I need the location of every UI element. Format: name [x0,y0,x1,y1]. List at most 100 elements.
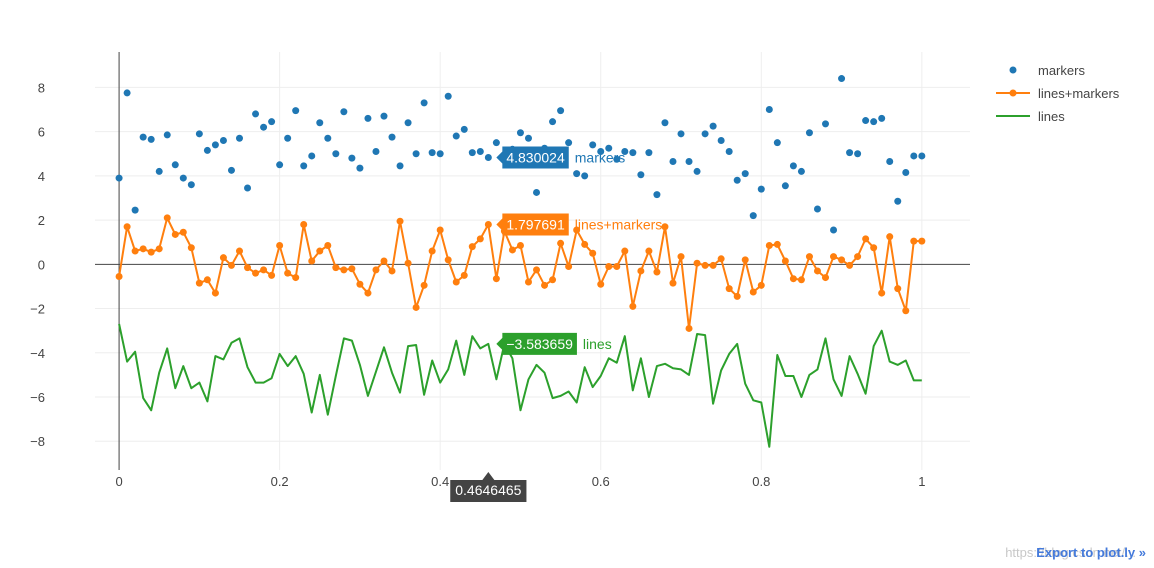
data-point-markers [557,107,565,115]
data-point-markers [894,197,902,205]
data-point-markers [235,134,243,142]
data-point-lines-markers [300,221,308,229]
data-point-lines-markers [878,289,886,297]
data-point-markers [155,167,163,175]
data-point-markers [677,130,685,138]
data-point-markers [372,148,380,156]
data-point-markers [862,117,870,125]
data-point-lines-markers [244,264,252,272]
data-point-markers [830,226,838,234]
data-point-markers [219,136,227,144]
data-point-markers [773,139,781,147]
hover-value-lines-markers: 1.797691 [506,217,565,233]
data-point-markers [131,206,139,214]
x-tick-label: 0 [115,474,122,489]
data-point-lines-markers [468,243,476,251]
data-point-markers [163,131,171,139]
hover-value-markers: 4.830024 [506,149,565,165]
data-point-lines-markers [862,235,870,243]
data-point-lines-markers [260,266,268,274]
data-point-lines-markers [565,263,573,271]
y-tick-label: 2 [38,213,45,228]
data-point-lines-markers [219,254,227,262]
hover-box-lines-markers [496,213,569,236]
data-point-markers [854,150,862,158]
data-point-markers [300,162,308,170]
legend-item-markers[interactable]: markers [1009,63,1086,78]
data-point-lines-markers [637,267,645,275]
data-point-lines-markers [645,247,653,255]
data-point-lines-markers [195,279,203,287]
data-point-markers [661,119,669,127]
data-point-lines-markers [621,247,629,255]
data-point-lines-markers [412,303,420,311]
data-point-lines-markers [629,302,637,310]
legend-item-lines-markers[interactable]: lines+markers [996,86,1120,101]
data-point-lines-markers [340,266,348,274]
data-point-lines-markers [573,226,581,234]
data-point-lines-markers [388,267,396,275]
data-point-markers [276,161,284,169]
data-point-markers [910,152,918,160]
data-point-markers [653,191,661,199]
data-point-markers [284,134,292,142]
y-tick-label: −6 [30,390,45,405]
data-point-markers [492,139,500,147]
data-point-markers [308,152,316,160]
data-point-markers [332,150,340,158]
data-point-lines-markers [404,259,412,267]
hover-labels: 4.830024 markers 1.797691 lines+markers −3.5… [450,146,662,502]
legend[interactable]: markers lines+markers lines [996,63,1120,124]
data-point-lines-markers [179,228,187,236]
data-point-lines-markers [813,267,821,275]
hover-x-box [450,472,527,502]
data-point-markers [292,107,300,115]
data-point-lines-markers [171,230,179,238]
legend-marker-swatch [1009,89,1017,97]
data-point-lines-markers [155,245,163,253]
data-point-lines-markers [669,279,677,287]
watermark-text: https://blog.csdn.net/... [1005,545,1136,560]
data-point-markers [396,162,404,170]
data-point-markers [524,134,532,142]
data-point-lines-markers [444,256,452,264]
data-point-lines-markers [484,221,492,229]
data-point-markers [340,108,348,116]
data-point-markers [709,122,717,130]
data-point-lines-markers [661,223,669,231]
series-markers[interactable] [115,75,926,332]
data-point-markers [886,157,894,165]
data-point-markers [468,149,476,157]
data-point-lines-markers [894,285,902,293]
data-point-lines-markers [115,272,123,280]
data-point-markers [797,167,805,175]
data-point-lines-markers [268,271,276,279]
data-point-markers [460,125,468,133]
data-point-lines-markers [516,242,524,250]
data-point-lines-markers [717,255,725,263]
data-point-markers [356,164,364,172]
data-point-markers [757,185,765,193]
data-point-lines-markers [203,276,211,284]
data-point-lines-markers [805,253,813,261]
export-to-plotly-link[interactable]: Export to plot.ly » [1036,545,1146,560]
data-point-lines-markers [886,233,894,241]
data-point-lines-markers [685,324,693,332]
data-point-markers [476,148,484,156]
y-tick-label: −2 [30,302,45,317]
data-point-markers [805,129,813,137]
data-point-lines-markers [348,265,356,273]
data-point-lines-markers [372,266,380,274]
data-point-markers [227,166,235,174]
data-point-markers [404,119,412,127]
hover-box-lines [496,332,577,355]
data-point-markers [244,184,252,192]
data-point-markers [813,205,821,213]
data-point-markers [324,134,332,142]
data-point-markers [701,130,709,138]
data-point-lines-markers [749,288,757,296]
legend-item-lines[interactable]: lines [996,109,1065,124]
data-point-lines-markers [308,257,316,265]
data-point-markers [428,149,436,157]
